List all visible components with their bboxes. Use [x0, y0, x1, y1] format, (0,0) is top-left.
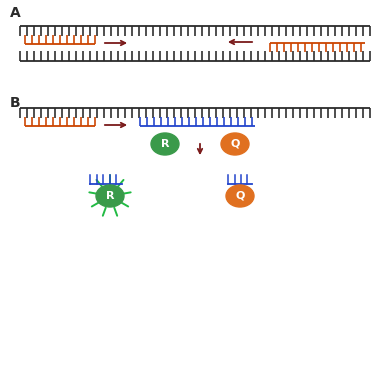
- Ellipse shape: [221, 133, 249, 155]
- Ellipse shape: [226, 185, 254, 207]
- Ellipse shape: [96, 185, 124, 207]
- Ellipse shape: [151, 133, 179, 155]
- Text: Q: Q: [235, 191, 245, 201]
- Text: B: B: [10, 96, 21, 110]
- Text: R: R: [161, 139, 169, 149]
- Text: R: R: [106, 191, 114, 201]
- Text: Q: Q: [230, 139, 240, 149]
- Text: A: A: [10, 6, 21, 20]
